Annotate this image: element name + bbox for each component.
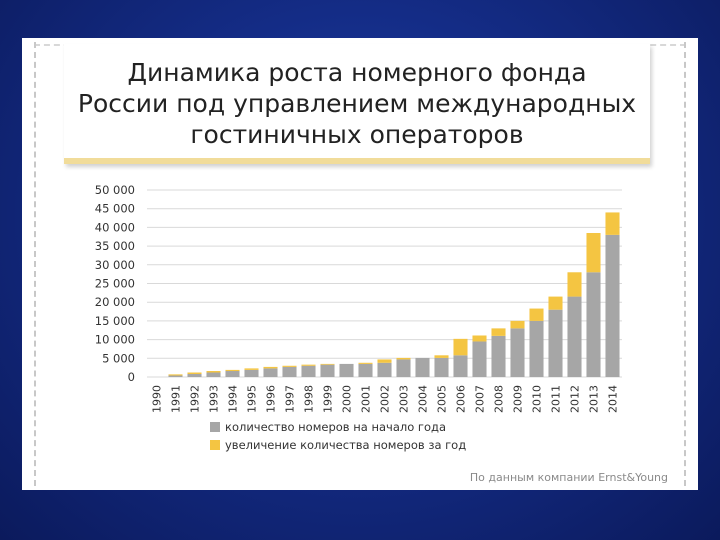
x-tick-label: 2001 — [360, 385, 373, 413]
x-tick-label: 2009 — [512, 385, 525, 413]
y-tick-label: 50 000 — [95, 183, 135, 197]
x-tick-label: 2000 — [341, 385, 354, 413]
y-tick-label: 45 000 — [95, 202, 135, 216]
legend-swatch-increase — [210, 440, 220, 450]
bar-base-1995 — [244, 369, 259, 377]
bar-base-1994 — [225, 371, 240, 377]
y-tick-label: 40 000 — [95, 220, 135, 234]
title-box: Динамика роста номерного фонда России по… — [64, 44, 650, 164]
bar-increase-2012 — [567, 272, 582, 297]
bar-base-1999 — [320, 364, 335, 377]
bar-base-2007 — [472, 341, 487, 377]
bar-base-2004 — [415, 357, 430, 377]
bar-increase-2003 — [396, 357, 411, 360]
bar-base-2006 — [453, 355, 468, 377]
y-tick-label: 5 000 — [102, 351, 135, 365]
bar-increase-2006 — [453, 338, 468, 356]
bar-base-1996 — [263, 368, 278, 377]
x-tick-label: 1995 — [246, 385, 259, 413]
bar-base-2008 — [491, 335, 506, 377]
x-tick-label: 2006 — [455, 385, 468, 413]
bar-increase-1992 — [187, 372, 202, 375]
bars — [168, 212, 620, 377]
x-tick-label: 2005 — [436, 385, 449, 413]
bar-increase-2002 — [377, 359, 392, 363]
x-tick-label: 2013 — [588, 385, 601, 413]
x-tick-label: 1996 — [265, 385, 278, 413]
legend-swatch-base — [210, 422, 220, 432]
bar-increase-2014 — [605, 212, 620, 235]
dashed-border-left — [34, 42, 36, 486]
bar-increase-2009 — [510, 320, 525, 329]
bar-increase-1994 — [225, 369, 240, 372]
x-axis-tick-labels: 1990 1991 1992 1993 1994 1995 1996 1997 1998 1999… — [151, 385, 620, 413]
x-tick-label: 2003 — [398, 385, 411, 413]
y-axis-tick-labels: 50 000 45 000 40 000 35 000 30 000 25 000 20 0… — [95, 183, 135, 384]
source-note: По данным компании Ernst&Young — [469, 471, 668, 484]
x-tick-label: 1994 — [227, 385, 240, 413]
bar-base-2009 — [510, 328, 525, 377]
chart-title: Динамика роста номерного фонда России по… — [77, 57, 637, 149]
bar-increase-1991 — [168, 374, 183, 376]
bar-increase-1999 — [320, 363, 335, 365]
bar-base-1993 — [206, 372, 221, 377]
x-tick-label: 1990 — [151, 385, 164, 413]
y-tick-label: 20 000 — [95, 295, 135, 309]
bar-base-1991 — [168, 375, 183, 377]
legend: количество номеров на начало года увеличе… — [210, 420, 466, 452]
bar-increase-1995 — [244, 368, 259, 370]
dashed-border-right — [684, 42, 686, 486]
bar-increase-1997 — [282, 365, 297, 367]
bar-chart: 50 000 45 000 40 000 35 000 30 000 25 000 20 0… — [95, 183, 622, 452]
y-tick-label: 0 — [128, 370, 135, 384]
bar-increase-1993 — [206, 371, 221, 373]
legend-label-increase: увеличение количества номеров за год — [225, 438, 466, 452]
x-tick-label: 1992 — [189, 385, 202, 413]
bar-increase-2005 — [434, 355, 449, 358]
x-tick-label: 2007 — [474, 385, 487, 413]
bar-base-2003 — [396, 359, 411, 377]
bar-increase-2007 — [472, 335, 487, 342]
y-tick-label: 30 000 — [95, 258, 135, 272]
x-tick-label: 1997 — [284, 385, 297, 413]
x-tick-label: 2011 — [550, 385, 563, 413]
bar-base-2010 — [529, 320, 544, 377]
bar-increase-2008 — [491, 328, 506, 336]
bar-base-2005 — [434, 357, 449, 377]
x-tick-label: 2010 — [531, 385, 544, 413]
slide: Динамика роста номерного фонда России по… — [22, 38, 698, 490]
x-tick-label: 1999 — [322, 385, 335, 413]
x-tick-label: 2014 — [607, 385, 620, 413]
x-tick-label: 1993 — [208, 385, 221, 413]
bar-base-2014 — [605, 234, 620, 377]
bar-base-2002 — [377, 362, 392, 377]
y-tick-label: 10 000 — [95, 333, 135, 347]
y-tick-label: 25 000 — [95, 277, 135, 291]
x-tick-label: 2002 — [379, 385, 392, 413]
bar-increase-2001 — [358, 362, 373, 364]
bar-base-1997 — [282, 366, 297, 377]
bar-base-1998 — [301, 365, 316, 377]
y-tick-label: 35 000 — [95, 239, 135, 253]
legend-label-base: количество номеров на начало года — [225, 420, 446, 434]
x-tick-label: 2012 — [569, 385, 582, 413]
x-tick-label: 2004 — [417, 385, 430, 413]
bar-increase-2013 — [586, 233, 601, 273]
bar-increase-2011 — [548, 296, 563, 310]
bar-base-2001 — [358, 363, 373, 377]
bar-base-2013 — [586, 272, 601, 377]
bar-increase-2010 — [529, 308, 544, 321]
bar-base-2012 — [567, 296, 582, 377]
x-tick-label: 1991 — [170, 385, 183, 413]
x-tick-label: 1998 — [303, 385, 316, 413]
x-tick-label: 2008 — [493, 385, 506, 413]
bar-base-1992 — [187, 374, 202, 377]
bar-base-2000 — [339, 363, 354, 377]
bar-base-2011 — [548, 309, 563, 377]
bar-increase-1996 — [263, 366, 278, 369]
y-tick-label: 15 000 — [95, 314, 135, 328]
bar-increase-1998 — [301, 364, 316, 366]
